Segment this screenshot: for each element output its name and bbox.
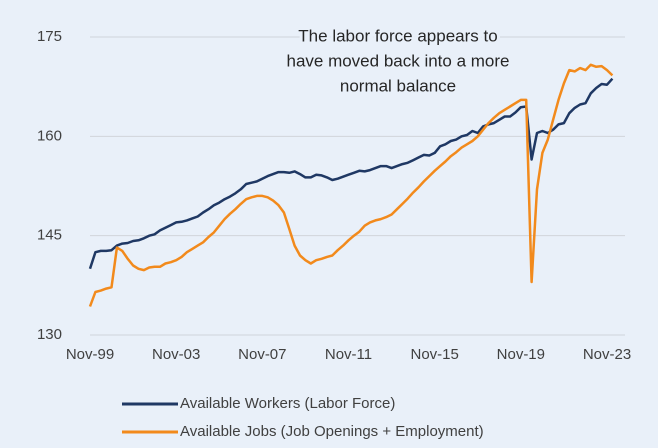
y-tick-label: 130: [37, 326, 62, 343]
annotation: normal balance: [340, 76, 456, 95]
y-tick-label: 160: [37, 127, 62, 144]
x-tick-label: Nov-07: [238, 346, 286, 363]
legend-label: Available Jobs (Job Openings + Employmen…: [180, 423, 484, 440]
series-line: [88, 63, 614, 307]
x-tick-label: Nov-19: [497, 346, 545, 363]
x-tick-label: Nov-15: [410, 346, 458, 363]
y-tick-label: 175: [37, 28, 62, 45]
annotation: The labor force appears to: [298, 26, 497, 45]
x-tick-label: Nov-23: [583, 346, 631, 363]
legend-label: Available Workers (Labor Force): [180, 395, 395, 412]
y-tick-label: 145: [37, 227, 62, 244]
x-tick-label: Nov-11: [325, 346, 372, 363]
annotation: have moved back into a more: [286, 51, 509, 70]
x-tick-label: Nov-99: [66, 346, 114, 363]
x-tick-label: Nov-03: [152, 346, 200, 363]
